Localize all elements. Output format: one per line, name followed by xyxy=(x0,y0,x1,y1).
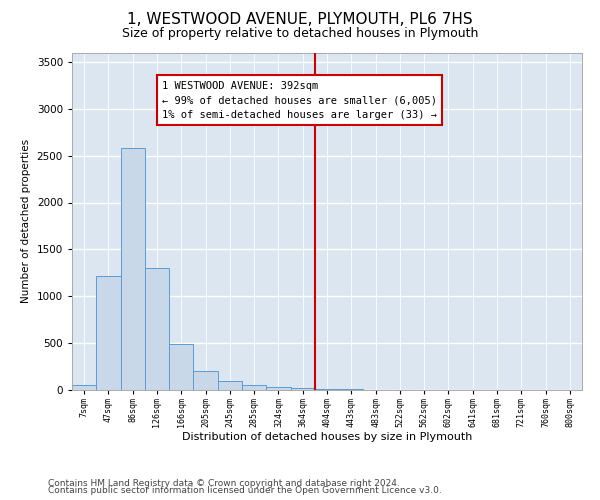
Bar xyxy=(218,380,242,390)
Bar xyxy=(145,268,169,390)
Bar xyxy=(169,344,193,390)
Text: Size of property relative to detached houses in Plymouth: Size of property relative to detached ho… xyxy=(122,28,478,40)
Text: Contains public sector information licensed under the Open Government Licence v3: Contains public sector information licen… xyxy=(48,486,442,495)
X-axis label: Distribution of detached houses by size in Plymouth: Distribution of detached houses by size … xyxy=(182,432,472,442)
Bar xyxy=(339,389,364,390)
Bar xyxy=(315,389,339,390)
Bar xyxy=(242,386,266,390)
Text: 1, WESTWOOD AVENUE, PLYMOUTH, PL6 7HS: 1, WESTWOOD AVENUE, PLYMOUTH, PL6 7HS xyxy=(127,12,473,28)
Bar xyxy=(72,386,96,390)
Bar xyxy=(96,276,121,390)
Bar xyxy=(121,148,145,390)
Y-axis label: Number of detached properties: Number of detached properties xyxy=(21,139,31,304)
Text: Contains HM Land Registry data © Crown copyright and database right 2024.: Contains HM Land Registry data © Crown c… xyxy=(48,478,400,488)
Bar xyxy=(193,371,218,390)
Bar xyxy=(266,387,290,390)
Bar xyxy=(290,388,315,390)
Text: 1 WESTWOOD AVENUE: 392sqm
← 99% of detached houses are smaller (6,005)
1% of sem: 1 WESTWOOD AVENUE: 392sqm ← 99% of detac… xyxy=(162,80,437,120)
